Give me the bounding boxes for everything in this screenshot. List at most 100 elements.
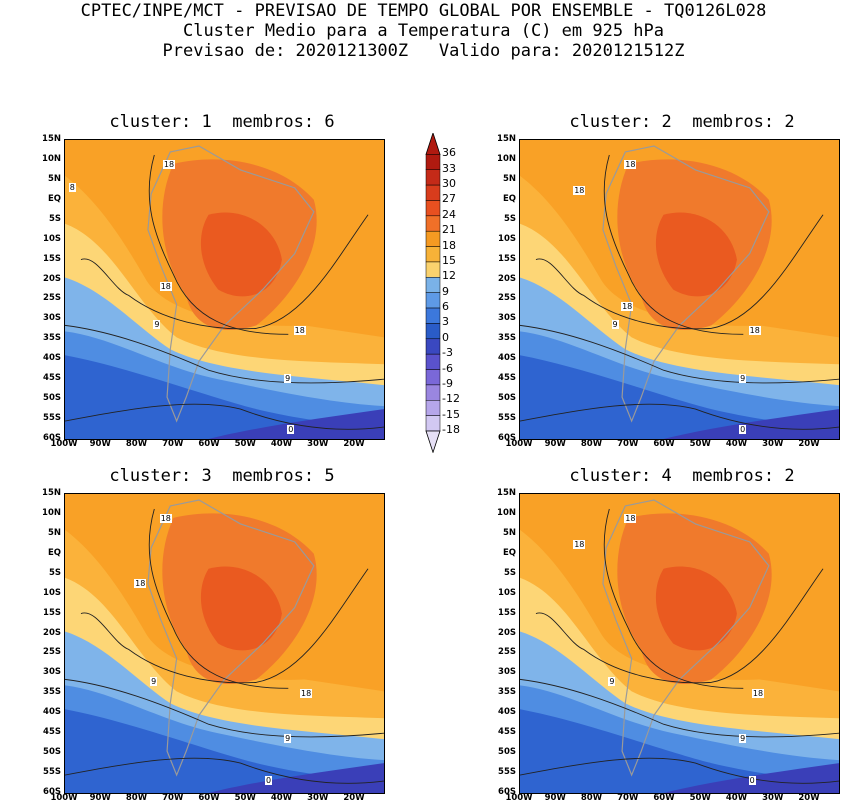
colorbar-swatch <box>425 200 441 217</box>
lat-tick-label: 50S <box>43 393 61 404</box>
lat-tick-label: 30S <box>498 313 516 324</box>
lat-tick-label: 50S <box>498 393 516 404</box>
blue-band <box>65 355 384 439</box>
hot-core-band <box>200 212 282 297</box>
colorbar-swatch <box>425 400 441 416</box>
lon-tick-label: 30W <box>762 439 784 449</box>
lon-tick-label: 20W <box>798 793 820 803</box>
lat-tick-label: 5N <box>502 173 516 184</box>
colorbar-swatch <box>425 307 441 324</box>
temperature-map <box>64 493 385 794</box>
temperature-map <box>64 139 385 440</box>
colorbar-swatch <box>425 369 441 386</box>
panel-title: cluster: 2 membros: 2 <box>569 112 795 132</box>
lon-tick-label: 40W <box>270 439 293 449</box>
lat-tick-label: 25S <box>43 647 61 658</box>
colorbar-swatch <box>425 384 441 401</box>
colorbar-label: 33 <box>442 161 456 175</box>
colorbar-label: 27 <box>442 192 456 206</box>
lat-tick-label: EQ <box>47 193 61 204</box>
panel-title: cluster: 1 membros: 6 <box>109 112 335 132</box>
colorbar-label: 18 <box>442 238 456 252</box>
contour-label: 9 <box>284 374 292 384</box>
lon-tick-label: 40W <box>270 793 293 803</box>
lat-tick-label: 10S <box>498 587 516 598</box>
lon-tick-label: 70W <box>162 439 184 449</box>
lon-tick-label: 70W <box>617 793 639 803</box>
contour-label: 18 <box>748 326 761 336</box>
lat-tick-label: 45S <box>498 727 516 738</box>
colorbar-label: 36 <box>442 146 456 160</box>
lat-tick-label: 20S <box>498 273 516 284</box>
lat-tick-label: 35S <box>498 687 516 698</box>
contour-label: 8 <box>68 182 76 192</box>
lon-tick-label: 40W <box>725 793 748 803</box>
lat-tick-label: 30S <box>43 667 61 678</box>
panel-title: cluster: 3 membros: 5 <box>109 466 335 486</box>
lat-tick-label: 5N <box>502 527 516 538</box>
contour-label: 18 <box>300 689 313 699</box>
lon-tick-label: 70W <box>162 793 184 803</box>
hot-core-band <box>655 566 737 651</box>
colorbar-svg <box>425 133 441 453</box>
lat-tick-label: 35S <box>43 333 61 344</box>
lat-tick-label: 15S <box>43 607 61 618</box>
lat-tick-label: EQ <box>502 193 516 204</box>
colorbar-swatch <box>425 338 441 355</box>
lat-tick-label: 55S <box>43 413 61 424</box>
lat-tick-label: 5S <box>503 567 516 578</box>
contour-label: 18 <box>162 160 176 170</box>
colorbar-swatch <box>425 292 441 309</box>
colorbar-label: 3 <box>442 315 449 329</box>
lon-tick-label: 30W <box>762 793 784 803</box>
contour-line <box>520 324 839 384</box>
colorbar-label: -9 <box>442 376 453 390</box>
colorbar-label: 12 <box>442 269 456 283</box>
colorbar-label: 24 <box>442 207 456 221</box>
lon-tick-label: 20W <box>343 793 365 803</box>
lon-tick-label: 60W <box>653 793 675 803</box>
contour-label: 0 <box>739 425 747 435</box>
contour-label: 9 <box>611 320 619 330</box>
contour-line <box>520 403 839 430</box>
lat-tick-label: 35S <box>43 687 61 698</box>
lat-tick-label: 35S <box>498 333 516 344</box>
lat-tick-label: 15N <box>42 134 61 144</box>
colorbar-swatch <box>425 154 441 170</box>
lon-tick-label: 80W <box>580 439 603 449</box>
contour-label: 9 <box>739 374 747 384</box>
colorbar-swatch <box>425 246 441 263</box>
lat-tick-label: 5N <box>47 173 61 184</box>
blue-band <box>520 355 839 439</box>
contour-label: 18 <box>751 689 765 699</box>
lat-tick-label: 10S <box>43 587 61 598</box>
dark-blue-band <box>208 409 384 439</box>
lat-tick-label: 60S <box>43 787 61 797</box>
lon-tick-label: 50W <box>689 793 711 803</box>
contour-label: 9 <box>153 320 161 330</box>
contour-line <box>80 568 369 684</box>
panel-title: cluster: 4 membros: 2 <box>569 466 795 486</box>
lat-tick-label: 5S <box>48 567 61 578</box>
lat-tick-label: 10N <box>497 153 516 164</box>
lat-tick-label: 55S <box>43 767 61 778</box>
contour-label: 18 <box>573 539 586 549</box>
lon-tick-label: 50W <box>234 793 256 803</box>
lat-tick-label: 20S <box>43 627 61 638</box>
lon-tick-label: 100W <box>50 793 78 803</box>
contour-label: 0 <box>748 776 756 786</box>
lon-tick-label: 40W <box>725 439 748 449</box>
colorbar-label: 9 <box>442 284 449 298</box>
lon-tick-label: 90W <box>89 439 111 449</box>
lat-tick-label: 10N <box>42 507 61 518</box>
contour-line <box>65 324 384 384</box>
header-line-1: CPTEC/INPE/MCT - PREVISAO DE TEMPO GLOBA… <box>80 1 767 21</box>
colorbar-label: -3 <box>442 346 453 360</box>
continent-outline <box>147 145 315 423</box>
lon-tick-label: 60W <box>198 439 220 449</box>
lat-tick-label: 40S <box>43 353 61 364</box>
contour-label: 0 <box>264 776 273 786</box>
lat-tick-label: 15N <box>42 488 61 498</box>
colorbar-swatch <box>425 353 441 370</box>
lat-tick-label: 60S <box>498 433 516 443</box>
